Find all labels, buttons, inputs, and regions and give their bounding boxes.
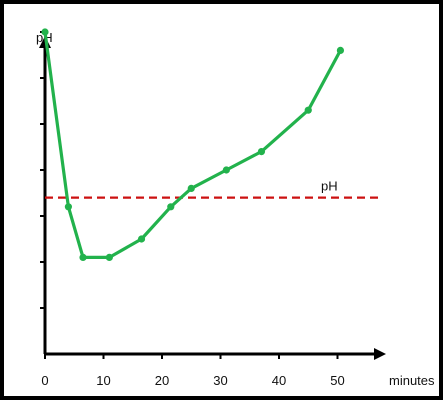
x-axis-label: minutes: [389, 373, 435, 388]
data-point-2: [79, 253, 87, 261]
data-point-1: [64, 203, 72, 211]
x-ticks: 0 10 20 30 40 50: [41, 354, 345, 388]
data-point-7: [222, 166, 230, 174]
x-axis-arrow: [374, 348, 386, 360]
data-point-10: [336, 46, 345, 55]
data-point-3: [105, 253, 113, 261]
data-point-0: [41, 28, 49, 36]
x-tick-label-0: 0: [41, 373, 48, 388]
x-tick-label-5: 50: [330, 373, 344, 388]
series-line-0: [43, 31, 342, 259]
series-group: [41, 28, 345, 261]
reference-line: pH: [45, 179, 383, 199]
x-axis: minutes: [45, 348, 435, 388]
data-point-4: [137, 235, 146, 243]
x-tick-label-3: 30: [213, 373, 227, 388]
data-point-9: [304, 106, 312, 114]
x-tick-label-1: 10: [96, 373, 110, 388]
x-tick-label-4: 40: [272, 373, 286, 388]
x-tick-label-2: 20: [155, 373, 169, 388]
data-point-5: [167, 203, 175, 211]
reference-line-label: pH: [321, 179, 338, 194]
data-point-8: [257, 148, 266, 156]
data-point-6: [187, 184, 195, 192]
